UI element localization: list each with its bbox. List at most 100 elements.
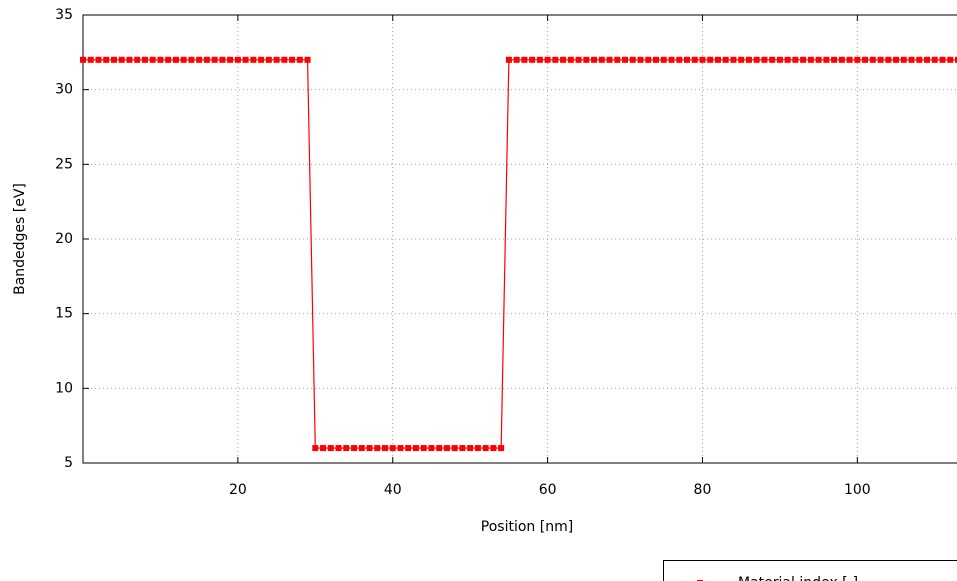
point-marker [815,56,822,63]
y-axis-label: Bandedges [eV] [12,183,28,295]
point-marker [683,56,690,63]
point-marker [265,56,272,63]
point-marker [405,445,412,452]
point-marker [745,56,752,63]
point-marker [389,445,396,452]
point-marker [544,56,551,63]
point-marker [645,56,652,63]
point-marker [103,56,110,63]
point-marker [490,445,497,452]
y-tick-label: 35 [55,7,73,23]
point-marker [250,56,257,63]
point-marker [583,56,590,63]
point-marker [916,56,923,63]
point-marker [629,56,636,63]
point-marker [80,56,86,63]
point-marker [289,56,296,63]
point-marker [614,56,621,63]
point-marker [110,56,117,63]
point-marker [536,56,543,63]
point-marker [947,56,954,63]
point-marker [761,56,768,63]
point-marker [529,56,536,63]
point-marker [753,56,760,63]
point-marker [823,56,830,63]
point-marker [622,56,629,63]
y-tick-label: 10 [55,380,73,396]
y-tick-label: 20 [55,231,73,247]
x-axis-label: Position [nm] [481,519,573,535]
point-marker [134,56,141,63]
x-tick-label: 80 [694,482,712,498]
point-marker [211,56,218,63]
point-marker [296,56,303,63]
x-tick-label: 20 [229,482,247,498]
point-marker [227,56,234,63]
point-marker [304,56,311,63]
point-marker [707,56,714,63]
point-marker [141,56,148,63]
point-marker [699,56,706,63]
point-marker [451,445,458,452]
point-marker [769,56,776,63]
point-marker [560,56,567,63]
point-marker [838,56,845,63]
point-marker [157,56,164,63]
point-marker [327,445,334,452]
point-marker [273,56,280,63]
x-tick-label: 100 [844,482,871,498]
point-marker [660,56,667,63]
point-marker [258,56,265,63]
point-marker [467,445,474,452]
point-marker [242,56,249,63]
point-marker [149,56,156,63]
point-marker [877,56,884,63]
point-marker [730,56,737,63]
point-marker [598,56,605,63]
point-marker [908,56,915,63]
point-marker [784,56,791,63]
point-marker [351,445,358,452]
point-marker [219,56,226,63]
legend: Material index [-] [663,560,957,581]
point-marker [87,56,94,63]
y-tick-label: 30 [55,82,73,98]
point-marker [776,56,783,63]
point-marker [676,56,683,63]
point-marker [397,445,404,452]
point-marker [172,56,179,63]
point-marker [846,56,853,63]
point-marker [126,56,133,63]
point-marker [691,56,698,63]
point-marker [668,56,675,63]
point-marker [443,445,450,452]
point-marker [281,56,288,63]
legend-label: Material index [-] [738,575,858,581]
point-marker [196,56,203,63]
point-marker [474,445,481,452]
point-marker [118,56,125,63]
point-marker [939,56,946,63]
point-marker [606,56,613,63]
point-marker [854,56,861,63]
y-tick-label: 5 [64,455,73,471]
point-marker [885,56,892,63]
x-tick-label: 40 [384,482,402,498]
point-marker [180,56,187,63]
point-marker [521,56,528,63]
point-marker [807,56,814,63]
point-marker [188,56,195,63]
point-marker [412,445,419,452]
point-marker [203,56,210,63]
point-marker [567,56,574,63]
point-marker [893,56,900,63]
point-marker [505,56,512,63]
point-marker [343,445,350,452]
point-marker [591,56,598,63]
point-marker [931,56,938,63]
point-marker [513,56,520,63]
point-marker [381,445,388,452]
point-marker [831,56,838,63]
point-marker [428,445,435,452]
